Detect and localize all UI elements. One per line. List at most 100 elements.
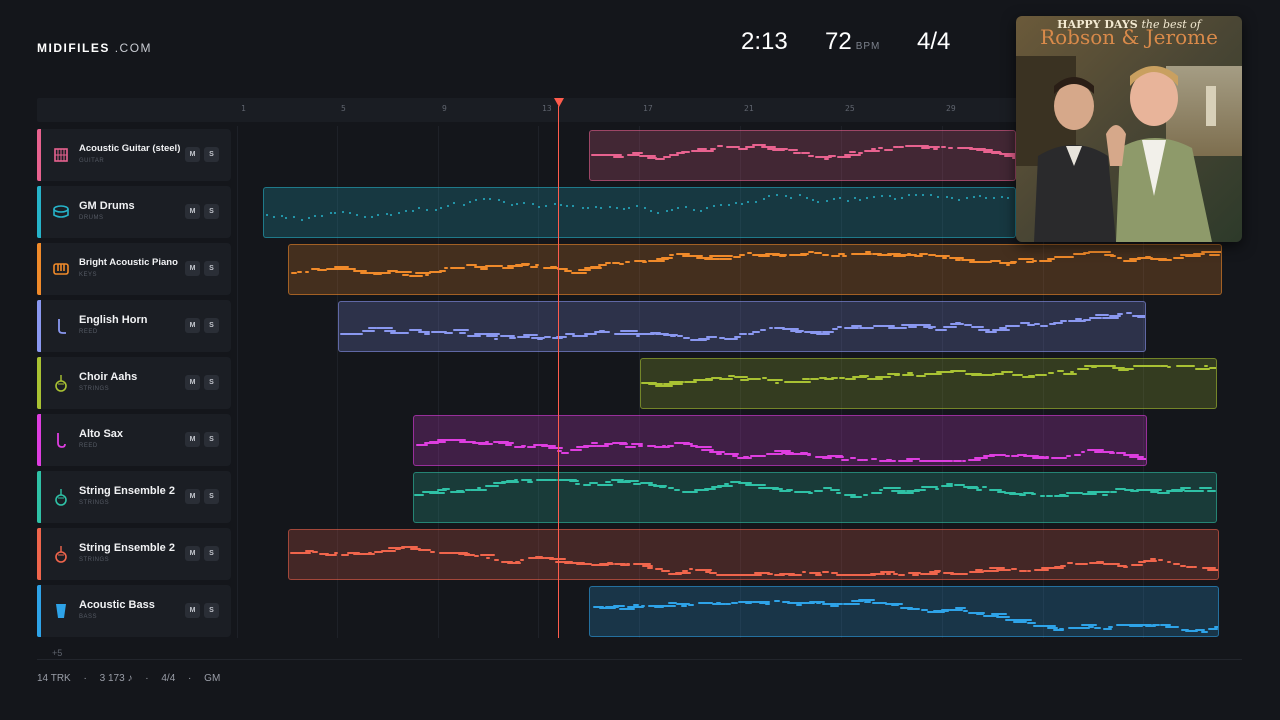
midi-note (657, 212, 660, 214)
track-header[interactable]: Choir Aahs STRINGS M S (37, 357, 231, 409)
midi-note (1102, 316, 1119, 319)
mute-button[interactable]: M (185, 375, 200, 390)
track-header[interactable]: Alto Sax REED M S (37, 414, 231, 466)
track-header[interactable]: String Ensemble 2 STRINGS M S (37, 471, 231, 523)
midi-note (429, 270, 443, 273)
midi-note (996, 615, 1010, 618)
midi-note (1016, 453, 1027, 456)
track-clip[interactable] (263, 187, 1016, 238)
midi-note (941, 608, 950, 611)
midi-note (954, 258, 962, 261)
midi-note (983, 569, 999, 572)
midi-note (611, 441, 627, 444)
midi-note (549, 558, 566, 561)
midi-note (576, 562, 586, 565)
solo-button[interactable]: S (204, 432, 219, 447)
midi-note (537, 205, 540, 208)
track-clip[interactable] (640, 358, 1217, 409)
midi-note (772, 148, 786, 151)
midi-note (383, 329, 396, 332)
track-clip[interactable] (589, 130, 1016, 181)
midi-note (878, 601, 887, 604)
midi-note (1047, 372, 1055, 375)
track-clip[interactable] (413, 415, 1147, 466)
solo-button[interactable]: S (204, 375, 219, 390)
midi-note (1123, 566, 1129, 569)
track-clip[interactable] (589, 586, 1219, 637)
solo-button[interactable]: S (204, 603, 219, 618)
track-header[interactable]: GM Drums DRUMS M S (37, 186, 231, 238)
track-clip[interactable] (338, 301, 1146, 352)
mute-button[interactable]: M (185, 204, 200, 219)
midi-note (1116, 564, 1127, 567)
midi-note (453, 329, 470, 332)
footer-sep: · (188, 673, 192, 684)
solo-button[interactable]: S (204, 546, 219, 561)
midi-note (627, 606, 644, 609)
midi-note (1018, 493, 1027, 496)
track-color-bar (37, 186, 41, 238)
midi-note (516, 335, 531, 338)
track-header[interactable]: Acoustic Bass BASS M S (37, 585, 231, 637)
midi-note (919, 252, 928, 255)
midi-note (949, 323, 965, 326)
midi-note (1137, 457, 1146, 460)
midi-note (493, 337, 499, 340)
solo-button[interactable]: S (204, 147, 219, 162)
tempo-unit: BPM (855, 41, 881, 52)
midi-note (842, 573, 856, 576)
midi-note (1117, 257, 1122, 260)
midi-note (913, 489, 926, 492)
midi-note (716, 452, 722, 455)
midi-note (710, 147, 717, 150)
mute-button[interactable]: M (185, 432, 200, 447)
midi-note (885, 459, 892, 462)
midi-note (633, 563, 651, 565)
track-header[interactable]: Acoustic Guitar (steel) GUITAR M S (37, 129, 231, 181)
midi-note (503, 201, 506, 204)
mute-button[interactable]: M (185, 318, 200, 333)
grid-line (337, 126, 338, 638)
midi-note (844, 154, 861, 157)
solo-button[interactable]: S (204, 204, 219, 219)
midi-note (685, 206, 688, 209)
midi-note (648, 604, 667, 607)
midi-note (808, 155, 814, 158)
midi-note (1111, 367, 1126, 369)
midi-note (794, 574, 803, 576)
midi-note (989, 489, 1003, 492)
midi-note (633, 603, 640, 606)
midi-note (989, 453, 1002, 456)
midi-note (296, 271, 302, 274)
playhead-line[interactable] (558, 106, 559, 638)
track-clip[interactable] (288, 244, 1222, 295)
midi-note (409, 329, 423, 331)
midi-note (304, 550, 315, 553)
mute-button[interactable]: M (185, 603, 200, 618)
mute-button[interactable]: M (185, 489, 200, 504)
track-color-bar (37, 129, 41, 181)
midi-note (951, 197, 954, 199)
midi-note (795, 603, 802, 606)
midi-note (865, 327, 870, 329)
midi-note (620, 330, 638, 333)
mute-button[interactable]: M (185, 261, 200, 276)
midi-note (969, 261, 985, 264)
track-clip[interactable] (288, 529, 1219, 580)
mute-button[interactable]: M (185, 147, 200, 162)
more-tracks-indicator[interactable]: +5 (52, 648, 63, 658)
mute-button[interactable]: M (185, 546, 200, 561)
track-clip[interactable] (413, 472, 1217, 523)
solo-button[interactable]: S (204, 318, 219, 333)
midi-note (613, 562, 626, 565)
midi-note (311, 268, 320, 271)
track-header[interactable]: String Ensemble 2 STRINGS M S (37, 528, 231, 580)
track-header[interactable]: English Horn REED M S (37, 300, 231, 352)
solo-button[interactable]: S (204, 261, 219, 276)
midi-note (1124, 368, 1135, 371)
midi-note (527, 445, 536, 448)
track-header[interactable]: Bright Acoustic Piano KEYS M S (37, 243, 231, 295)
midi-note (901, 196, 904, 199)
solo-button[interactable]: S (204, 489, 219, 504)
playhead-marker[interactable] (554, 98, 564, 107)
